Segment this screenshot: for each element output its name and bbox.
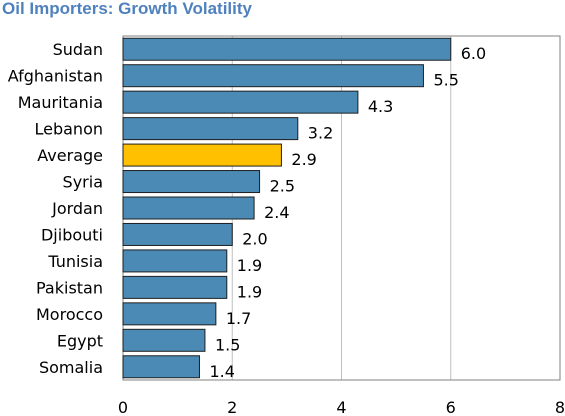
x-axis-ticks: 0 2 4 6 8 [118, 398, 565, 416]
x-tick-label: 6 [446, 398, 456, 416]
category-label: Mauritania [18, 93, 103, 112]
bar [122, 355, 200, 379]
data-label: 2.5 [270, 177, 295, 196]
category-labels: Sudan Afghanistan Mauritania Lebanon Average… [8, 40, 103, 377]
bar [122, 90, 359, 114]
data-label: 1.9 [237, 256, 262, 275]
bar [122, 170, 261, 194]
x-tick-label: 2 [227, 398, 237, 416]
category-label: Afghanistan [8, 67, 103, 86]
data-label: 3.2 [308, 124, 333, 143]
data-label: 1.5 [215, 335, 240, 354]
bar [122, 37, 452, 61]
value-labels: 6.05.5 4.3 3.2 2.9 2.5 2.4 2.0 1.9 1.9 1.7 1.5 1.4 [209, 44, 486, 381]
bars [122, 37, 452, 379]
data-label: 1.9 [237, 282, 262, 301]
data-label: 1.4 [209, 362, 234, 381]
category-label: Egypt [57, 331, 103, 350]
bar [122, 222, 233, 246]
category-label: Pakistan [36, 278, 103, 297]
data-label: 5.5 [433, 71, 458, 90]
category-label: Jordan [51, 199, 103, 218]
bar [122, 196, 255, 220]
bar [122, 328, 206, 352]
bar [122, 302, 217, 326]
category-label: Djibouti [41, 225, 103, 244]
chart-title: Oil Importers: Growth Volatility [2, 0, 252, 18]
data-label: 2.9 [291, 150, 316, 169]
bar [122, 249, 228, 273]
data-label: 1.7 [226, 309, 251, 328]
x-tick-label: 8 [555, 398, 565, 416]
category-label: Average [37, 146, 103, 165]
bar [122, 117, 299, 141]
data-label: 2.4 [264, 203, 289, 222]
category-label: Somalia [39, 358, 103, 377]
x-tick-label: 0 [118, 398, 128, 416]
bar [122, 64, 424, 88]
data-label: 6.0 [461, 44, 486, 63]
x-tick-label: 4 [336, 398, 346, 416]
data-label: 2.0 [242, 229, 267, 248]
category-label: Tunisia [47, 252, 103, 271]
bar [122, 275, 228, 299]
category-label: Sudan [53, 40, 103, 59]
category-label: Morocco [36, 305, 103, 324]
bar [122, 143, 282, 167]
data-label: 4.3 [368, 97, 393, 116]
category-label: Syria [63, 173, 103, 192]
category-label: Lebanon [34, 120, 103, 139]
